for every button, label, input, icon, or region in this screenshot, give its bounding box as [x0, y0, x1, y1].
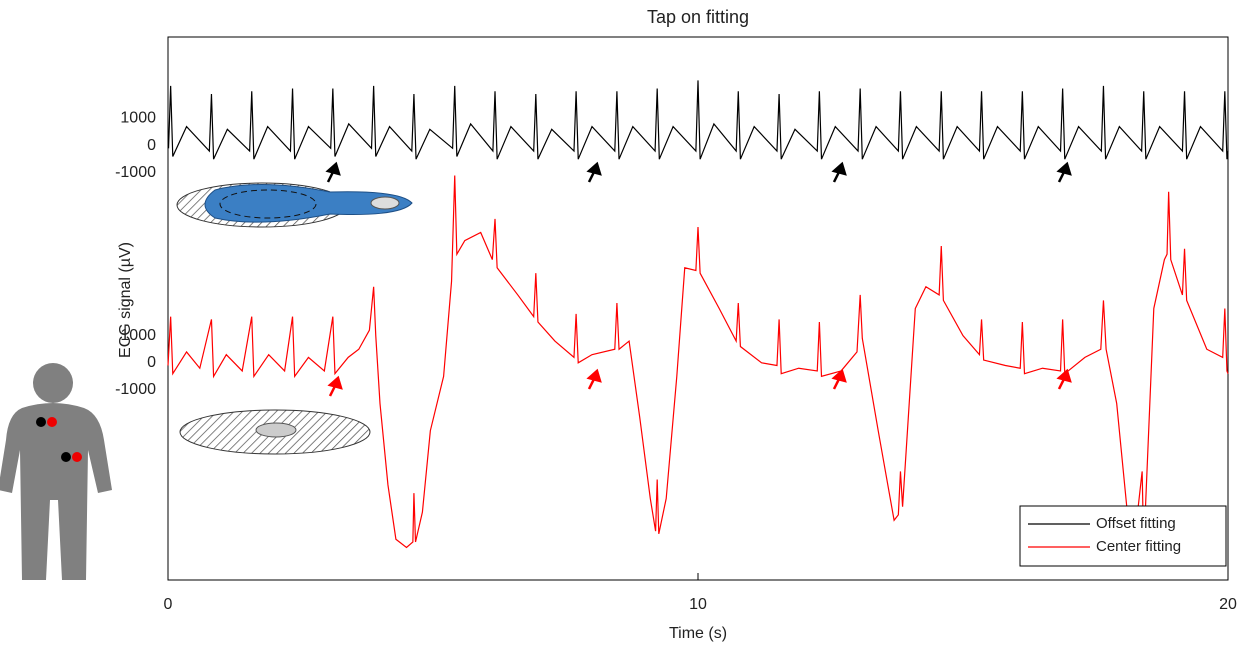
x-axis-label: Time (s): [669, 625, 727, 642]
y-tick-label: 1000: [120, 110, 156, 127]
y-tick-label: -1000: [115, 381, 156, 398]
electrode: [47, 417, 57, 427]
line-series: [167, 80, 1229, 160]
y-tick-label: 1000: [120, 327, 156, 344]
electrode: [72, 452, 82, 462]
legend-box: [1019, 505, 1227, 567]
arrow: [325, 161, 1072, 183]
x-tick-label: 20: [1219, 596, 1237, 613]
body-figure: [0, 363, 112, 580]
electrode: [36, 417, 46, 427]
x-tick-label: 10: [689, 596, 707, 613]
y-tick-label: 0: [147, 354, 156, 371]
plot-frame: [167, 36, 1229, 581]
chart-title: Tap on fitting: [647, 7, 749, 27]
y-tick-label: 0: [147, 137, 156, 154]
legend-label: Offset fitting: [1096, 515, 1176, 532]
center-sensor: [179, 409, 371, 455]
arrow: [327, 368, 1072, 397]
offset-sensor: [176, 182, 413, 228]
y-axis-label: ECG signal (µV): [117, 242, 134, 358]
electrode: [61, 452, 71, 462]
y-tick-label: -1000: [115, 164, 156, 181]
legend-label: Center fitting: [1096, 538, 1181, 555]
x-tick-label: 0: [164, 596, 173, 613]
line-series: [167, 175, 1229, 551]
